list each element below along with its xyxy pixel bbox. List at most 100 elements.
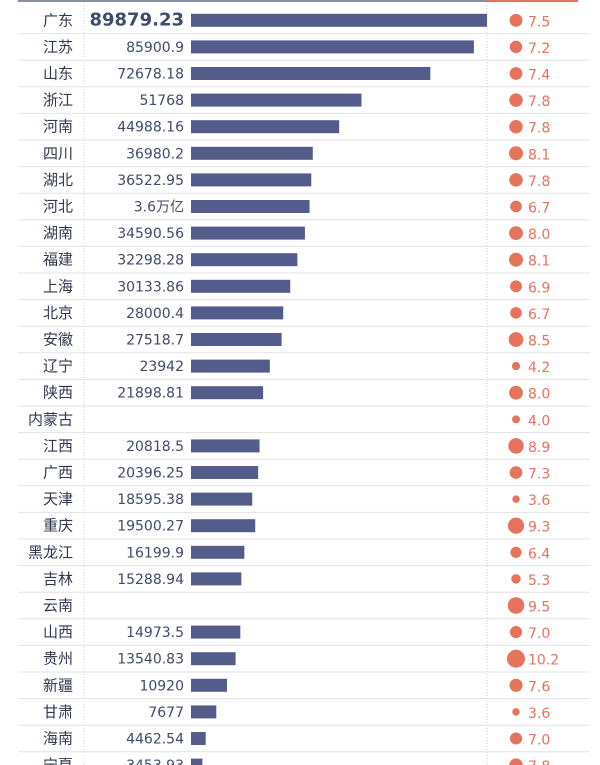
growth-rate-label: 9.3 — [528, 520, 550, 536]
table-row: 海南 4462.54 7.0 — [43, 730, 550, 749]
growth-dot — [509, 173, 523, 187]
growth-dot — [509, 678, 523, 692]
province-label: 上海 — [43, 277, 73, 295]
gdp-bar — [191, 545, 245, 559]
growth-dot — [509, 146, 523, 161]
gdp-value-label: 51768 — [139, 93, 184, 109]
table-row: 陕西 21898.81 8.0 — [43, 384, 550, 403]
gdp-bar — [191, 705, 217, 719]
gdp-bar — [191, 519, 256, 533]
growth-dot — [510, 546, 522, 558]
gdp-bar — [191, 359, 270, 373]
table-row: 江西 20818.5 8.9 — [43, 437, 550, 456]
gdp-value-label: 23942 — [139, 359, 184, 375]
table-row: 上海 30133.86 6.9 — [43, 277, 550, 296]
gdp-bar — [191, 732, 206, 745]
growth-rate-label: 8.9 — [528, 440, 550, 456]
table-row: 福建 32298.28 8.1 — [43, 251, 550, 270]
growth-dot — [509, 226, 523, 241]
gdp-bar — [191, 146, 313, 160]
table-row: 四川 36980.2 8.1 — [43, 144, 550, 163]
gdp-bar — [191, 572, 242, 586]
growth-dot — [510, 307, 522, 319]
gdp-value-label: 85900.9 — [126, 40, 184, 56]
gdp-bar — [191, 306, 284, 320]
gdp-value-label: 15288.94 — [117, 572, 184, 588]
table-row: 吉林 15288.94 5.3 — [43, 570, 550, 589]
province-label: 内蒙古 — [28, 410, 73, 428]
growth-dot — [507, 649, 525, 668]
gdp-bar — [191, 67, 431, 80]
row-lines — [18, 0, 590, 765]
gdp-value-label: 10920 — [139, 678, 184, 694]
growth-dot — [509, 626, 523, 639]
growth-rate-label: 8.1 — [528, 147, 550, 163]
gdp-bar — [191, 652, 236, 666]
growth-dot — [509, 119, 523, 134]
growth-dot — [512, 708, 520, 716]
table-row: 贵州 13540.83 10.2 — [43, 649, 559, 669]
province-label: 广东 — [43, 11, 73, 29]
province-label: 河北 — [43, 198, 73, 216]
gdp-value-label: 72678.18 — [117, 67, 184, 83]
growth-rate-label: 7.8 — [528, 759, 550, 765]
growth-dot — [509, 252, 523, 267]
table-row: 山东 72678.18 7.4 — [43, 65, 550, 84]
province-label: 重庆 — [43, 517, 73, 535]
growth-dot — [512, 415, 520, 424]
province-label: 陕西 — [43, 384, 73, 402]
table-row: 山西 14973.5 7.0 — [43, 623, 550, 642]
growth-dot — [507, 517, 525, 534]
growth-rate-label: 7.4 — [528, 68, 550, 84]
gdp-value-label: 19500.27 — [117, 519, 184, 535]
growth-rate-label: 3.6 — [528, 493, 550, 509]
growth-dot — [508, 438, 524, 454]
gdp-value-label: 32298.28 — [117, 253, 184, 269]
province-label: 广西 — [43, 464, 73, 482]
growth-dot — [509, 93, 523, 107]
gdp-value-label: 20396.25 — [117, 466, 184, 482]
gdp-bar — [191, 120, 340, 134]
province-label: 宁夏 — [43, 756, 73, 765]
gdp-value-label: 3.6万亿 — [134, 200, 184, 216]
growth-rate-label: 7.5 — [528, 14, 550, 30]
growth-dot — [508, 332, 524, 347]
gdp-bar — [191, 492, 253, 506]
gdp-value-label: 36522.95 — [117, 173, 184, 189]
growth-rate-label: 7.8 — [528, 121, 550, 137]
growth-rate-label: 8.0 — [528, 387, 550, 403]
province-label: 云南 — [43, 597, 73, 615]
growth-rate-label: 7.0 — [528, 733, 550, 749]
province-label: 北京 — [43, 304, 73, 322]
table-row: 河北 3.6万亿 6.7 — [43, 198, 550, 217]
province-label: 安徽 — [43, 331, 73, 349]
growth-dot — [511, 362, 521, 371]
province-label: 山东 — [43, 65, 73, 83]
table-row: 浙江 51768 7.8 — [43, 91, 550, 110]
growth-dot — [509, 67, 523, 80]
growth-rate-label: 5.3 — [528, 573, 550, 589]
gdp-value-label: 13540.83 — [117, 652, 184, 668]
province-label: 湖北 — [43, 171, 73, 189]
growth-rate-label: 7.8 — [528, 174, 550, 190]
gdp-bar — [191, 279, 291, 293]
table-row: 北京 28000.4 6.7 — [43, 304, 550, 323]
gdp-value-label: 27518.7 — [126, 333, 184, 349]
gdp-value-label: 4462.54 — [126, 732, 184, 748]
gdp-bar — [191, 13, 487, 27]
table-row: 广西 20396.25 7.3 — [43, 464, 550, 483]
growth-dot — [507, 597, 525, 614]
gdp-bar — [191, 173, 312, 187]
gdp-value-label: 14973.5 — [126, 625, 184, 641]
province-label: 贵州 — [43, 650, 73, 668]
gdp-value-label: 44988.16 — [117, 120, 184, 136]
gdp-value-label: 28000.4 — [126, 306, 184, 322]
gdp-bar — [191, 200, 310, 213]
gdp-value-label: 18595.38 — [117, 492, 184, 508]
province-label: 天津 — [43, 490, 73, 508]
growth-rate-label: 7.3 — [528, 467, 550, 483]
growth-dot — [509, 40, 523, 54]
gdp-value-label: 3453.93 — [126, 758, 184, 765]
gdp-bar — [191, 439, 260, 453]
growth-rate-label: 8.1 — [528, 254, 550, 270]
